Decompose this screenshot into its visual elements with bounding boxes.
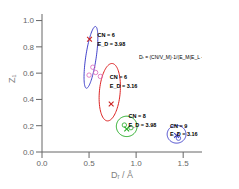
svg-text:0.2: 0.2 xyxy=(23,122,35,131)
svg-text:0.0: 0.0 xyxy=(36,159,48,168)
svg-text:Dᵣ = (CN/V_M)·1/(E_M(E_L − E_M: Dᵣ = (CN/V_M)·1/(E_M(E_L − E_M)) xyxy=(139,54,202,60)
svg-text:E_D = 3.16: E_D = 3.16 xyxy=(110,83,138,89)
svg-text:Z₁: Z₁ xyxy=(8,74,17,83)
svg-text:1.0: 1.0 xyxy=(23,16,35,25)
svg-text:1.0: 1.0 xyxy=(131,159,143,168)
svg-text:0.8: 0.8 xyxy=(23,43,35,52)
svg-text:Dᵣ / Å: Dᵣ / Å xyxy=(111,170,133,180)
svg-text:0.4: 0.4 xyxy=(23,95,35,104)
svg-text:E_D = 3.98: E_D = 3.98 xyxy=(129,122,157,128)
svg-text:0.6: 0.6 xyxy=(23,69,35,78)
svg-text:1.5: 1.5 xyxy=(178,159,190,168)
svg-text:CN = 6: CN = 6 xyxy=(98,32,115,38)
svg-text:CN = 9: CN = 9 xyxy=(170,123,187,129)
svg-text:0.0: 0.0 xyxy=(23,148,35,157)
svg-text:E_D = 3.98: E_D = 3.98 xyxy=(98,41,126,47)
svg-text:CN = 6: CN = 6 xyxy=(110,74,127,80)
svg-text:0.5: 0.5 xyxy=(83,159,95,168)
svg-text:CN = 8: CN = 8 xyxy=(129,113,146,119)
svg-text:E_D = 3.16: E_D = 3.16 xyxy=(170,131,198,137)
